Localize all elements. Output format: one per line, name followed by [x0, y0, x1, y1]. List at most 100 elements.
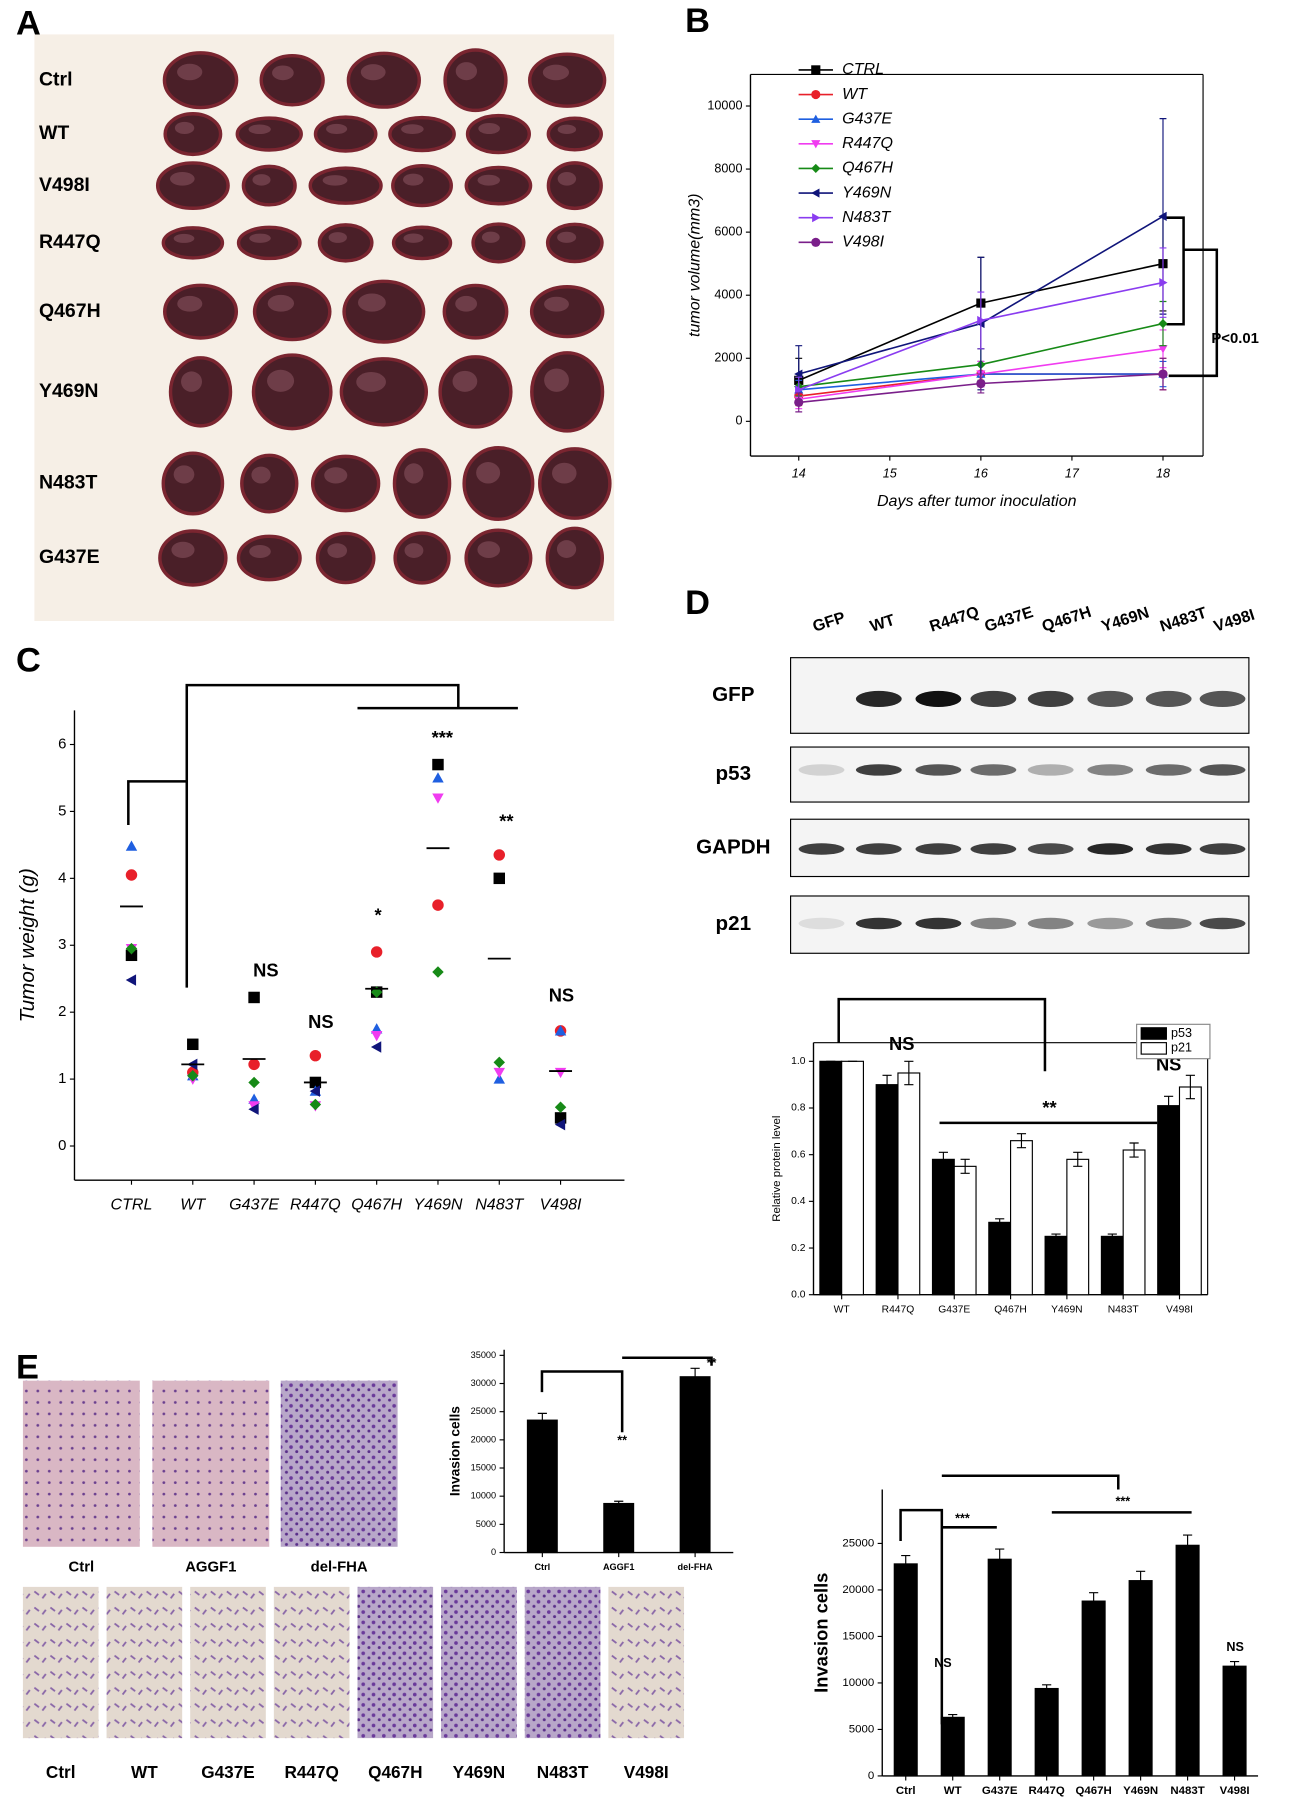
photo [273, 1586, 350, 1739]
y-tick-label: 30000 [471, 1378, 496, 1388]
bracket [1166, 216, 1219, 378]
marker [432, 899, 444, 911]
y-tick-label: 5000 [476, 1519, 496, 1529]
bar [1128, 1580, 1153, 1777]
tumor-highlight [248, 124, 271, 135]
legend-marker [811, 140, 821, 149]
tumor [391, 163, 453, 208]
tumor [163, 112, 223, 157]
bar [988, 1221, 1012, 1296]
tumor-highlight [477, 174, 501, 186]
bar [875, 1084, 899, 1296]
error-bar [1051, 1233, 1061, 1240]
bar [953, 1165, 977, 1296]
y-tick-label: 0 [868, 1770, 874, 1782]
tumor-highlight [169, 172, 195, 186]
tumor [162, 283, 239, 340]
band [798, 764, 845, 776]
legend-label: p53 [1171, 1026, 1192, 1040]
marker [493, 849, 506, 861]
tumor-highlight [403, 233, 424, 243]
legend-label: Q467H [842, 159, 893, 177]
tumor [313, 115, 378, 153]
photo-label: G437E [201, 1762, 254, 1782]
tumor [162, 51, 239, 110]
marker [554, 1118, 566, 1131]
tumor-highlight [252, 174, 271, 186]
photo-label: R447Q [284, 1762, 338, 1782]
panel-label: B [685, 2, 710, 40]
marker [1158, 345, 1168, 354]
photo-label: AGGF1 [185, 1559, 236, 1575]
legend-label: Y469N [842, 183, 891, 201]
marker [794, 397, 804, 407]
legend-marker [811, 163, 821, 174]
annotation: ** [707, 1356, 717, 1370]
photo-label: del-FHA [311, 1559, 368, 1575]
x-tick-label: R447Q [1029, 1785, 1065, 1797]
marker [432, 758, 444, 771]
tumor-highlight [481, 231, 500, 243]
tumor-highlight [322, 175, 348, 186]
y-tick-label: 2000 [714, 351, 742, 365]
tumor-highlight [360, 64, 386, 81]
legend-label: WT [842, 85, 868, 103]
error-bar [1042, 1684, 1052, 1693]
x-tick-label: 18 [1156, 467, 1170, 481]
row-label: G437E [39, 546, 100, 568]
tumor-highlight [403, 173, 424, 186]
panel-label: D [685, 584, 710, 622]
tumor [465, 113, 531, 155]
row-label: V498I [39, 174, 90, 196]
tumor [388, 115, 456, 153]
tumor [259, 53, 325, 107]
photo [441, 1586, 517, 1739]
annotation: ** [1042, 1097, 1057, 1118]
band [970, 764, 1017, 776]
tumor-highlight [173, 465, 195, 484]
marker [493, 1073, 506, 1084]
tumor-highlight [356, 372, 386, 392]
tumor-highlight [326, 123, 348, 135]
annotation: NS [889, 1033, 914, 1054]
marker [370, 1041, 382, 1053]
legend-marker [811, 188, 820, 198]
tumor [235, 116, 303, 152]
marker [248, 1058, 260, 1071]
band [1145, 690, 1192, 707]
lane-label: Y469N [1099, 603, 1151, 635]
band [855, 690, 902, 707]
photo [280, 1380, 398, 1547]
legend-marker [811, 114, 821, 123]
error-bar [537, 1412, 547, 1428]
error-bar [948, 1713, 958, 1721]
y-tick-label: 10000 [842, 1677, 874, 1689]
bar [1157, 1105, 1181, 1296]
marker [248, 1103, 259, 1115]
tumor [310, 454, 381, 513]
y-tick-label: 20000 [842, 1584, 874, 1596]
x-tick-label: Q467H [1076, 1785, 1112, 1797]
marker [125, 840, 138, 851]
bar [893, 1563, 918, 1777]
y-tick-label: 1.0 [791, 1056, 806, 1067]
x-tick-label: V498I [1220, 1785, 1250, 1797]
bracket [837, 997, 1158, 1125]
annotation: NS [1226, 1640, 1244, 1654]
x-tick-label: Y469N [1051, 1304, 1082, 1315]
y-tick-label: 4 [58, 870, 66, 886]
x-tick-label: AGGF1 [603, 1562, 635, 1572]
y-tick-label: 1 [58, 1071, 66, 1087]
marker [309, 1085, 320, 1097]
tumor-highlight [171, 541, 195, 558]
x-tick-label: V498I [1166, 1304, 1193, 1315]
annotation: ** [617, 1434, 627, 1448]
marker [493, 1056, 506, 1069]
tumor [442, 283, 509, 340]
bar [1009, 1140, 1033, 1296]
y-tick-label: 35000 [471, 1350, 496, 1360]
marker [493, 872, 506, 885]
bar [1175, 1544, 1200, 1777]
band [915, 690, 962, 707]
marker [187, 1038, 199, 1051]
